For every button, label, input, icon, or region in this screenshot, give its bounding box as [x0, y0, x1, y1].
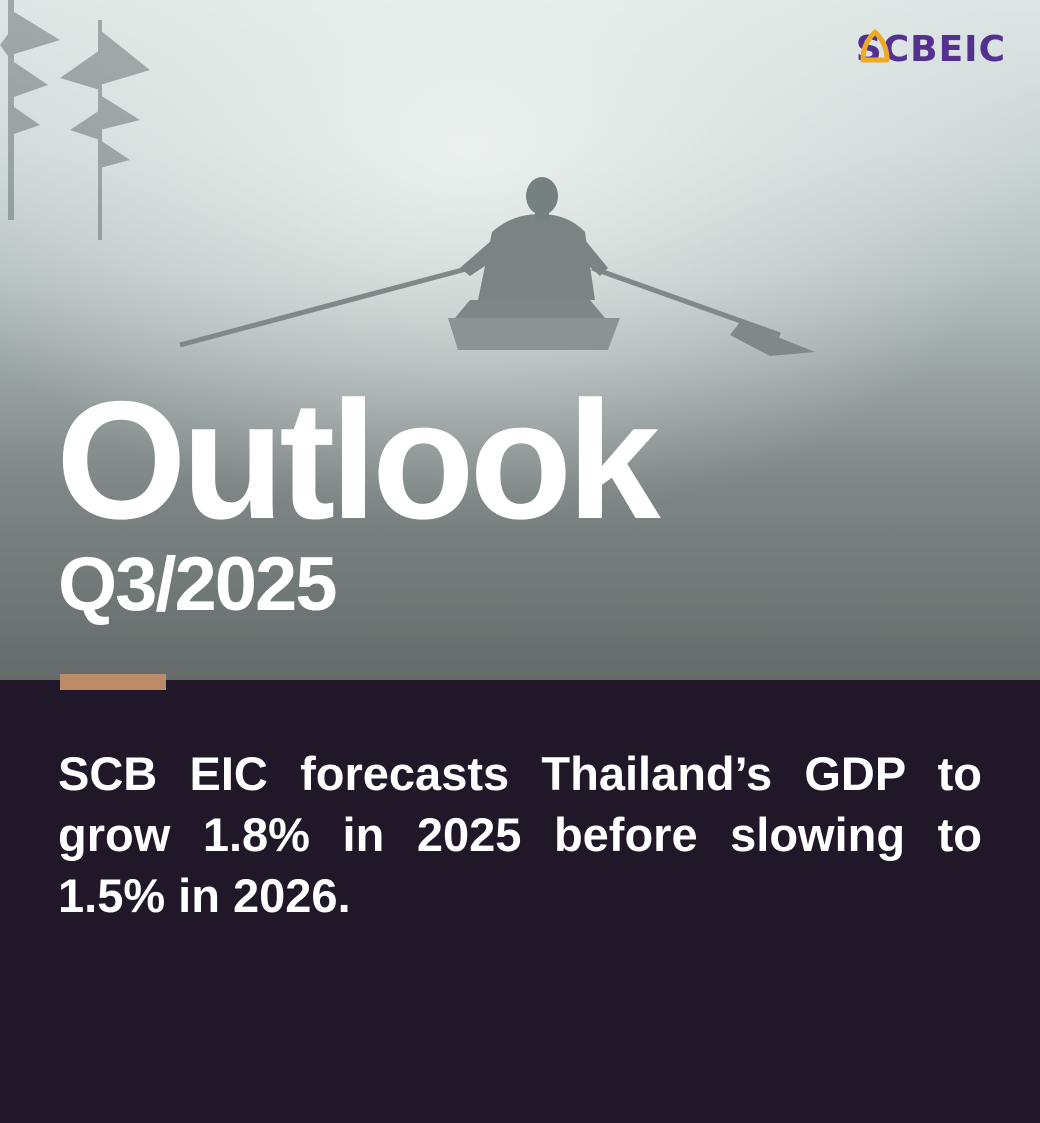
summary-panel: [0, 680, 1040, 1123]
scb-eic-logo: SCB EIC: [856, 28, 1006, 72]
rower-silhouette: [179, 177, 815, 356]
quarter-subtitle: Q3/2025: [58, 542, 338, 627]
logo-text-right: EIC: [938, 29, 1006, 70]
tree-silhouettes: [0, 0, 150, 240]
hero-photo: SCB EIC Outlook Q3/2025: [0, 0, 1040, 680]
rower-in-fog-photo: [0, 0, 1040, 680]
page-title: Outlook: [56, 366, 661, 554]
gdp-forecast-text: SCB EIC forecasts Thailand’s GDP to grow…: [58, 747, 982, 922]
accent-divider: [60, 674, 166, 690]
bell-outline-icon: [860, 29, 890, 63]
